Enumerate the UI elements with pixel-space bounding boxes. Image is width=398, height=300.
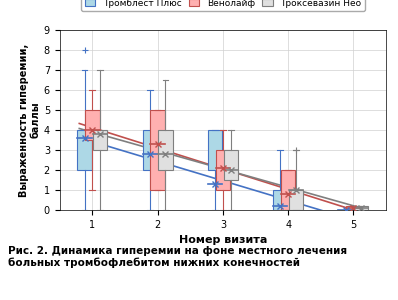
Bar [273, 190, 287, 210]
Legend: Тромблест Плюс, Венолайф, Троксевазин Нео: Тромблест Плюс, Венолайф, Троксевазин Не… [81, 0, 365, 11]
Bar [224, 150, 238, 180]
Bar [216, 150, 230, 190]
Bar [289, 190, 303, 210]
Bar [93, 130, 107, 150]
Bar [150, 110, 165, 190]
Bar [354, 206, 369, 210]
Text: Рис. 2. Динамика гиперемии на фоне местного лечения
больных тромбофлебитом нижни: Рис. 2. Динамика гиперемии на фоне местн… [8, 246, 347, 268]
X-axis label: Номер визита: Номер визита [179, 235, 267, 245]
Bar [77, 130, 92, 170]
Bar [281, 170, 295, 210]
Bar [208, 130, 222, 170]
Y-axis label: Выраженность гиперемии,
баллы: Выраженность гиперемии, баллы [20, 44, 41, 196]
Bar [85, 110, 100, 140]
Bar [142, 130, 157, 170]
Bar [346, 206, 361, 210]
Bar [158, 130, 173, 170]
